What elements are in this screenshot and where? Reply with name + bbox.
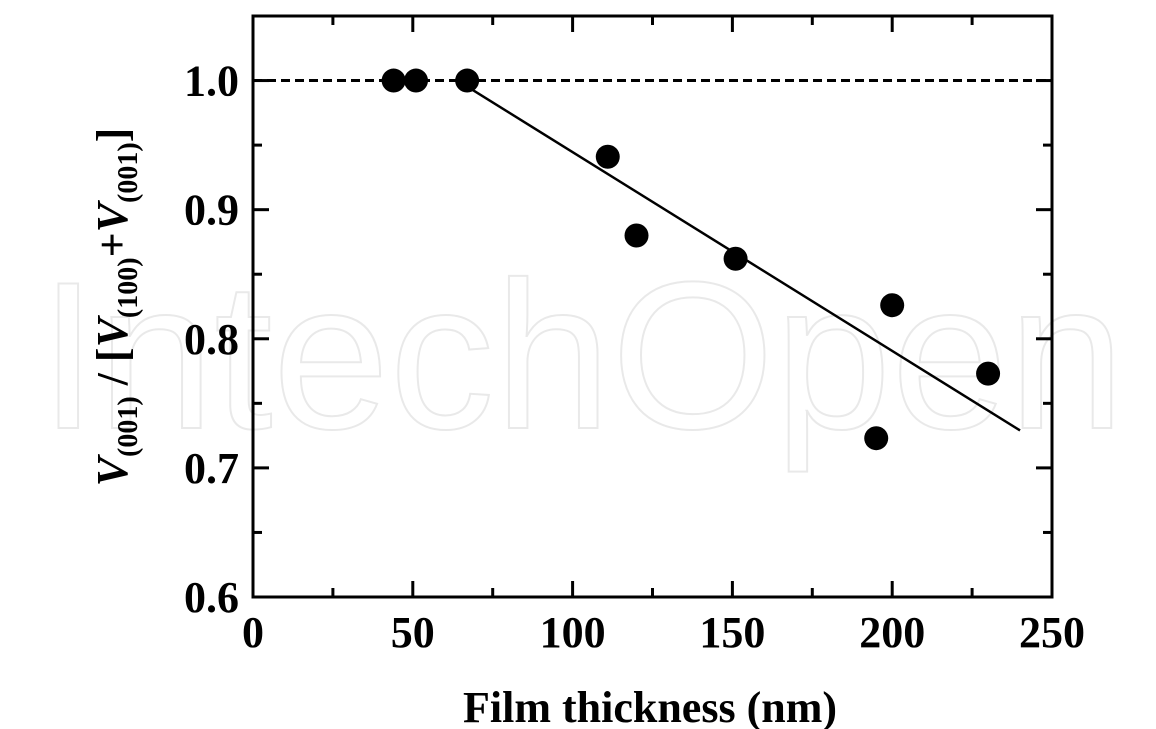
y-title-v1: V xyxy=(88,453,137,486)
data-point xyxy=(455,68,480,93)
y-title-v2: V xyxy=(88,314,137,347)
y-title-sub2: (100) xyxy=(113,257,144,318)
x-tick-label: 100 xyxy=(540,608,606,657)
y-title-mid: / [ xyxy=(88,347,137,396)
data-point xyxy=(976,361,1001,386)
y-title-end: ] xyxy=(88,128,137,143)
y-tick-label: 0.8 xyxy=(184,315,239,364)
data-point xyxy=(403,68,428,93)
x-axis-title: Film thickness (nm) xyxy=(463,683,837,729)
y-tick-label: 0.7 xyxy=(184,444,239,493)
y-tick-label: 1.0 xyxy=(184,57,239,106)
x-tick-label: 250 xyxy=(1019,608,1085,657)
data-point xyxy=(723,246,748,271)
y-title-v3: V xyxy=(88,199,137,232)
y-title-sub1: (001) xyxy=(113,396,144,457)
data-point xyxy=(595,144,620,169)
watermark: IntechOpen xyxy=(39,238,1125,473)
y-tick-label: 0.9 xyxy=(184,186,239,235)
data-point xyxy=(864,426,889,451)
y-title-plus: + xyxy=(88,232,137,257)
plot-area xyxy=(253,68,1052,451)
x-tick-label: 150 xyxy=(699,608,765,657)
data-point xyxy=(624,223,649,248)
axes: 0 50 100 150 200 250 0.6 0.7 0.8 0.9 1.0 xyxy=(184,14,1085,657)
x-tick-label: 50 xyxy=(391,608,435,657)
y-tick-label: 0.6 xyxy=(184,573,239,622)
x-tick-label: 0 xyxy=(242,608,264,657)
y-title-sub3: (001) xyxy=(113,142,144,203)
data-point xyxy=(880,293,905,318)
y-axis-title: V(001) / [V(100)+V(001)] xyxy=(88,128,144,487)
x-tick-label: 200 xyxy=(859,608,925,657)
data-point xyxy=(381,68,406,93)
